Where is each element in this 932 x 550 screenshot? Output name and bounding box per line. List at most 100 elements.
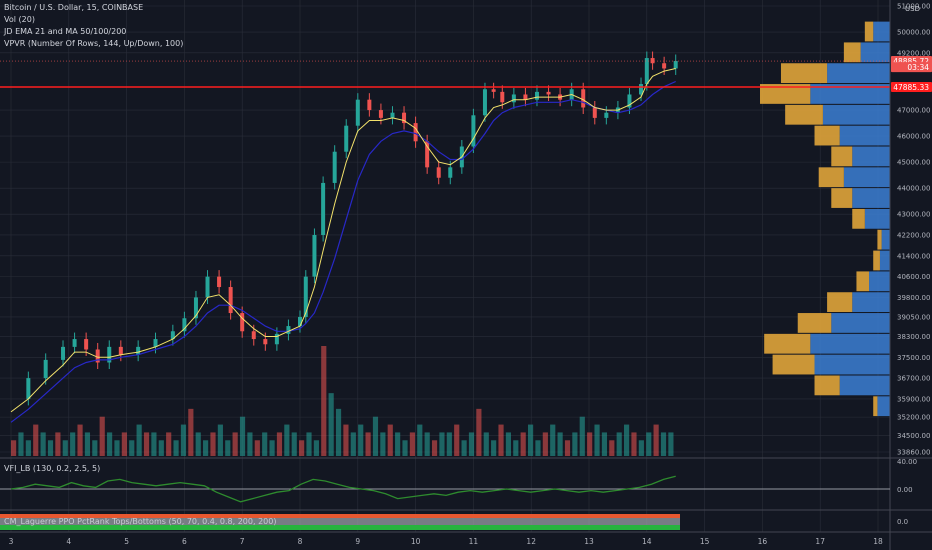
vpvr-down-bar bbox=[814, 125, 840, 146]
candle-body bbox=[251, 331, 256, 340]
price-tick-label: 35900.00 bbox=[897, 395, 930, 403]
vpvr-down-bar bbox=[831, 146, 853, 167]
laguerre-band-bottom bbox=[0, 525, 680, 530]
volume-bar bbox=[151, 432, 157, 456]
candle-body bbox=[344, 125, 349, 152]
price-tick-label: 49200.00 bbox=[897, 49, 930, 57]
vpvr-down-bar bbox=[785, 104, 823, 125]
candle-body bbox=[523, 94, 528, 100]
currency-label: USD bbox=[905, 5, 920, 13]
symbol-legend[interactable]: Bitcoin / U.S. Dollar, 15, COINBASE bbox=[4, 3, 144, 12]
volume-bar bbox=[572, 432, 578, 456]
volume-bar bbox=[276, 432, 283, 456]
volume-bar bbox=[313, 440, 319, 456]
vpvr-down-bar bbox=[873, 250, 880, 271]
candle-body bbox=[436, 167, 441, 178]
volume-bar bbox=[461, 440, 467, 456]
volume-bar bbox=[343, 424, 349, 456]
candle-body bbox=[303, 276, 308, 317]
volume-bar bbox=[158, 440, 164, 456]
vpvr-down-bar bbox=[772, 354, 815, 375]
candle-body bbox=[228, 287, 233, 314]
volume-bar bbox=[520, 432, 526, 456]
price-tag-label: 47885.33 bbox=[893, 83, 929, 92]
candle-body bbox=[491, 89, 496, 92]
candle-body bbox=[170, 331, 175, 340]
time-tick-label: 3 bbox=[9, 537, 14, 546]
volume-bar bbox=[121, 432, 127, 456]
volume-bar bbox=[609, 440, 615, 456]
volume-bar bbox=[638, 440, 644, 456]
volume-bar bbox=[653, 424, 659, 456]
candle-body bbox=[182, 318, 187, 332]
candle-body bbox=[511, 94, 516, 103]
volume-bar bbox=[446, 432, 452, 456]
candle-body bbox=[95, 349, 100, 363]
price-axis[interactable]: 51000.00 50000.00 49200.00 47000.00 46000.00… bbox=[897, 3, 930, 457]
volume-bar bbox=[387, 424, 393, 456]
volume-bar bbox=[47, 440, 54, 456]
candle-body bbox=[136, 346, 141, 355]
volume-bar bbox=[550, 424, 556, 456]
vfi-line bbox=[10, 475, 676, 503]
volume-legend[interactable]: Vol (20) bbox=[4, 15, 35, 24]
volume-bar bbox=[188, 408, 194, 456]
volume-bar bbox=[564, 440, 571, 456]
candle-body bbox=[298, 316, 302, 327]
volume-bars bbox=[11, 346, 674, 456]
candle-body bbox=[61, 346, 66, 360]
price-tick-label: 33860.00 bbox=[897, 449, 930, 457]
grid-lines bbox=[0, 0, 890, 532]
price-tick-label: 45000.00 bbox=[897, 159, 930, 167]
ema-line bbox=[10, 68, 676, 413]
vpvr-up-bar bbox=[843, 167, 890, 188]
candle-body bbox=[107, 346, 112, 363]
vpvr-down-bar bbox=[780, 63, 828, 84]
candle-body bbox=[644, 58, 649, 85]
vpvr-legend[interactable]: VPVR (Number Of Rows, 144, Up/Down, 100) bbox=[4, 39, 184, 48]
volume-bar bbox=[668, 432, 674, 456]
volume-bar bbox=[380, 432, 386, 456]
vpvr-up-bar bbox=[852, 292, 890, 313]
volume-bar bbox=[232, 432, 238, 456]
candle-body bbox=[662, 63, 667, 69]
time-axis[interactable]: 3 4 5 6 7 8 9 10 11 12 13 14 15 16 17 18 bbox=[9, 537, 883, 546]
volume-bar bbox=[365, 432, 371, 456]
candle-body bbox=[639, 84, 644, 95]
candle-body bbox=[402, 112, 407, 124]
vpvr-up-bar bbox=[860, 42, 890, 63]
vfi-legend[interactable]: VFI_LB (130, 0.2, 2.5, 5) bbox=[4, 464, 101, 473]
vpvr-up-bar bbox=[852, 188, 890, 208]
vfi-axis-label: 0.00 bbox=[897, 486, 913, 494]
laguerre-legend[interactable]: CM_Laguerre PPO PctRank Tops/Bottoms (50… bbox=[4, 517, 277, 526]
ma-line bbox=[10, 80, 676, 423]
price-tick-label: 51000.00 bbox=[897, 3, 930, 11]
price-tick-label: 36700.00 bbox=[897, 375, 930, 383]
time-tick-label: 8 bbox=[298, 537, 303, 546]
price-tick-label: 47000.00 bbox=[897, 107, 930, 115]
price-tick-label: 40600.00 bbox=[897, 273, 930, 281]
volume-bar bbox=[114, 440, 120, 456]
candle-body bbox=[425, 141, 430, 168]
vpvr-down-bar bbox=[827, 292, 853, 313]
vpvr-up-bar bbox=[810, 333, 890, 354]
ema-legend[interactable]: JD EMA 21 and MA 50/100/200 bbox=[4, 27, 127, 36]
volume-bar bbox=[306, 432, 312, 456]
candle-body bbox=[153, 339, 158, 347]
vpvr-down-bar bbox=[877, 229, 882, 250]
volume-bar bbox=[33, 424, 39, 456]
time-tick-label: 15 bbox=[700, 537, 710, 546]
candle-body bbox=[332, 151, 337, 183]
volume-bar bbox=[40, 432, 46, 456]
volume-bar bbox=[166, 432, 172, 456]
candle-body bbox=[546, 91, 551, 95]
vfi-axis-label: 40.00 bbox=[897, 458, 917, 466]
price-tick-label: 35200.00 bbox=[897, 414, 930, 422]
candle-body bbox=[390, 112, 395, 118]
candle-body bbox=[448, 167, 453, 178]
time-tick-label: 12 bbox=[526, 537, 536, 546]
price-tag bbox=[891, 62, 932, 73]
volume-bar bbox=[513, 440, 519, 456]
candle-body bbox=[673, 61, 678, 69]
